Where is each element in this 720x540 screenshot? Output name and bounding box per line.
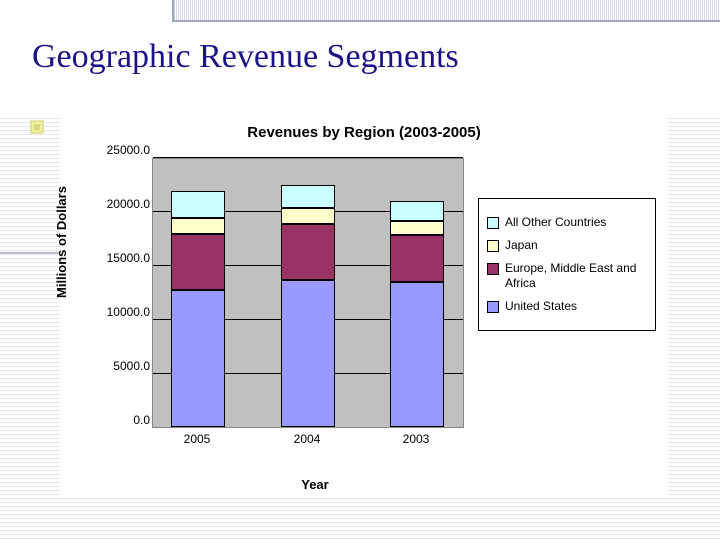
- segment-emea: [390, 235, 444, 283]
- segment-us: [281, 280, 335, 427]
- segment-us: [171, 290, 225, 427]
- segment-other: [390, 201, 444, 220]
- legend: All Other Countries Japan Europe, Middle E…: [478, 198, 656, 331]
- y-tick-label: 20000.0: [102, 197, 150, 211]
- segment-japan: [171, 218, 225, 234]
- bar-2004: [281, 185, 335, 427]
- y-tick-label: 10000.0: [102, 305, 150, 319]
- legend-label: All Other Countries: [505, 215, 606, 230]
- chart-container: Revenues by Region (2003-2005) Millions …: [60, 118, 668, 498]
- bar-2005: [171, 191, 225, 428]
- y-tick-label: 15000.0: [102, 251, 150, 265]
- x-tick-label: 2003: [403, 432, 430, 446]
- segment-other: [281, 185, 335, 208]
- x-axis-label: Year: [110, 477, 520, 492]
- legend-item-emea: Europe, Middle East and Africa: [487, 261, 647, 291]
- legend-item-other: All Other Countries: [487, 215, 647, 230]
- segment-us: [390, 282, 444, 427]
- legend-swatch: [487, 217, 499, 229]
- legend-swatch: [487, 263, 499, 275]
- y-tick-label: 5000.0: [102, 359, 150, 373]
- plot-area: [152, 158, 464, 428]
- bar-2003: [390, 201, 444, 427]
- gridline: [153, 157, 463, 158]
- legend-label: Europe, Middle East and Africa: [505, 261, 647, 291]
- y-tick-label: 0.0: [102, 413, 150, 427]
- legend-swatch: [487, 240, 499, 252]
- legend-swatch: [487, 301, 499, 313]
- segment-other: [171, 191, 225, 218]
- x-tick-label: 2004: [294, 432, 321, 446]
- y-tick-label: 25000.0: [102, 143, 150, 157]
- segment-emea: [281, 224, 335, 280]
- segment-japan: [281, 208, 335, 224]
- legend-label: United States: [505, 299, 577, 314]
- segment-emea: [171, 234, 225, 290]
- legend-item-japan: Japan: [487, 238, 647, 253]
- x-axis-ticks: 2005 2004 2003: [152, 432, 464, 452]
- bullet-icon: [30, 120, 44, 134]
- legend-label: Japan: [505, 238, 538, 253]
- y-axis-label: Millions of Dollars: [54, 186, 69, 298]
- segment-japan: [390, 221, 444, 235]
- x-tick-label: 2005: [184, 432, 211, 446]
- chart-title: Revenues by Region (2003-2005): [60, 124, 668, 141]
- legend-item-us: United States: [487, 299, 647, 314]
- slide-top-border: [0, 0, 720, 22]
- slide-title: Geographic Revenue Segments: [32, 38, 459, 76]
- y-axis-ticks: 0.05000.010000.015000.020000.025000.0: [102, 158, 150, 428]
